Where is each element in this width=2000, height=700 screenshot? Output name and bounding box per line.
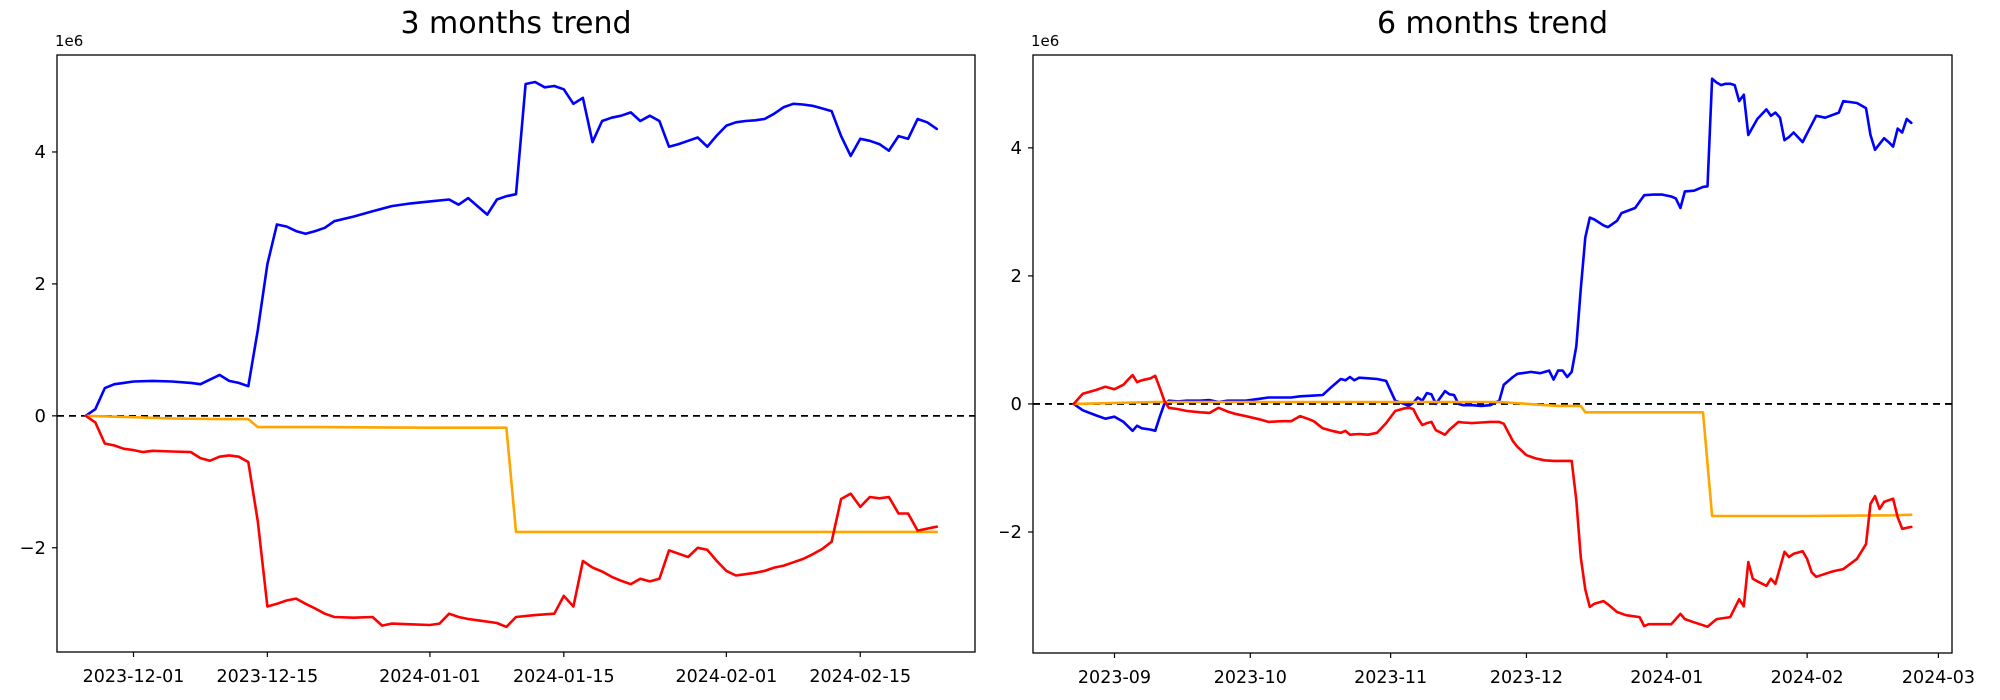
series-line-orange — [1072, 400, 1913, 518]
axes-frame — [56, 54, 976, 653]
plot-svg-6-months: 1e6 −2 0 2 4 2023-09 2023-10 2023-11 2023-12 2024… — [1000, 32, 1975, 688]
x-tick-label: 2024-03 — [1902, 668, 1975, 688]
chart-title-6-months: 6 months trend — [1376, 6, 1609, 41]
y-tick-label: 0 — [1011, 394, 1022, 415]
y-tick-label: 2 — [1011, 266, 1022, 287]
x-tick-label: 2023-10 — [1214, 668, 1287, 688]
y-tick-label: 4 — [35, 142, 46, 163]
chart-3-months: 3 months trend 1e6 −2 0 2 4 2023-12-01 2023-12… — [19, 6, 976, 687]
series-line-blue — [1072, 77, 1913, 433]
x-tick-label: 2023-11 — [1354, 668, 1427, 688]
x-tick-label: 2023-12-01 — [83, 667, 185, 687]
x-tick-label: 2024-01-15 — [513, 667, 615, 687]
x-tick-label: 2023-12-15 — [217, 667, 319, 687]
x-tick-label: 2024-02 — [1771, 668, 1844, 688]
chart-6-months: 6 months trend 1e6 −2 0 2 4 2023-09 2023-10 202… — [1000, 0, 2000, 700]
x-tick-label: 2024-01-01 — [379, 667, 481, 687]
series-line-blue — [84, 80, 939, 418]
x-tick-label: 2024-02-01 — [676, 667, 778, 687]
axes-frame — [1032, 54, 1953, 654]
y-tick-label: 0 — [35, 406, 46, 427]
y-tick-label: 4 — [1011, 138, 1022, 159]
y-axis-offset-label: 1e6 — [1031, 32, 1059, 50]
chart-title-3-months: 3 months trend — [400, 6, 632, 41]
x-tick-label: 2023-12 — [1490, 668, 1563, 688]
x-tick-label: 2023-09 — [1078, 668, 1151, 688]
x-tick-label: 2024-02-15 — [809, 667, 911, 687]
series-line-red — [1072, 373, 1913, 629]
y-tick-label: −2 — [19, 538, 46, 559]
plot-svg-3-months: 1e6 −2 0 2 4 2023-12-01 2023-12-15 2024-01-01 20… — [19, 32, 976, 687]
series-line-orange — [84, 414, 939, 534]
x-tick-label: 2024-01 — [1630, 668, 1703, 688]
series-line-red — [84, 414, 939, 629]
y-axis-offset-label: 1e6 — [55, 32, 83, 50]
y-tick-label: 2 — [35, 274, 46, 295]
y-tick-label: −2 — [1000, 522, 1022, 543]
